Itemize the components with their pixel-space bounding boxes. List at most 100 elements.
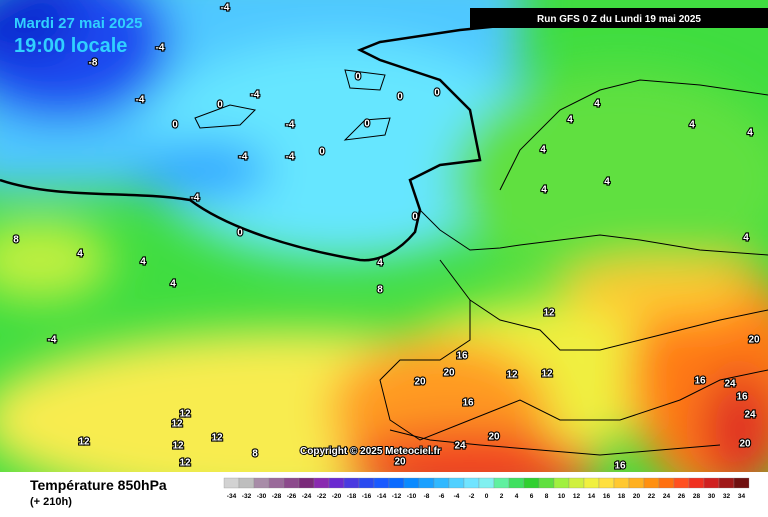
run-banner <box>470 8 768 28</box>
legend-swatch <box>718 477 735 489</box>
contour-label: 4 <box>77 249 83 260</box>
legend-label: 26 <box>678 493 686 500</box>
contour-label: 4 <box>689 120 695 131</box>
contour-label: -4 <box>251 90 260 101</box>
valid-date: Mardi 27 mai 2025 <box>14 15 142 32</box>
legend-swatch <box>283 477 300 489</box>
legend-swatch <box>523 477 540 489</box>
legend-swatch <box>253 477 270 489</box>
legend-label: -4 <box>454 493 460 500</box>
legend-label: -20 <box>332 493 342 500</box>
legend-label: 4 <box>515 493 519 500</box>
legend-label: 34 <box>738 493 746 500</box>
contour-label: 4 <box>140 257 146 268</box>
contour-label: 16 <box>462 398 474 409</box>
contour-label: 20 <box>414 377 426 388</box>
contour-label: 0 <box>412 212 418 223</box>
legend-swatch <box>358 477 375 489</box>
legend-label: -24 <box>302 493 312 500</box>
contour-label: 8 <box>13 235 19 246</box>
contour-label: 0 <box>172 120 178 131</box>
legend-label: 6 <box>530 493 534 500</box>
legend-swatch <box>613 477 630 489</box>
legend-swatch <box>628 477 645 489</box>
contour-label: 12 <box>172 441 184 452</box>
lead-time: (+ 210h) <box>30 496 72 508</box>
legend-label: 10 <box>558 493 566 500</box>
legend-label: 30 <box>708 493 716 500</box>
legend-swatch <box>418 477 435 489</box>
contour-label: 4 <box>743 233 749 244</box>
legend-swatch <box>658 477 675 489</box>
contour-label: 4 <box>567 115 573 126</box>
legend-label: -6 <box>439 493 445 500</box>
contour-label: 24 <box>744 410 756 421</box>
contour-label: 12 <box>211 433 223 444</box>
legend-label: 12 <box>573 493 581 500</box>
legend-label: -14 <box>377 493 387 500</box>
legend-swatch <box>448 477 465 489</box>
contour-label: 20 <box>443 368 455 379</box>
legend-swatch <box>733 477 750 489</box>
contour-label: 12 <box>543 308 555 319</box>
legend-label: 14 <box>588 493 596 500</box>
contour-label: 12 <box>541 369 553 380</box>
legend-swatch <box>673 477 690 489</box>
legend-swatch <box>373 477 390 489</box>
legend-label: 22 <box>648 493 656 500</box>
legend-label: -28 <box>272 493 282 500</box>
contour-label: 24 <box>724 379 736 390</box>
contour-label: 12 <box>179 409 191 420</box>
contour-label: 4 <box>541 185 547 196</box>
legend-swatch <box>343 477 360 489</box>
contour-label: -4 <box>221 3 230 14</box>
contour-label: 20 <box>488 432 500 443</box>
contour-label: 12 <box>506 370 518 381</box>
legend-swatch <box>703 477 720 489</box>
contour-label: 20 <box>739 439 751 450</box>
legend-label: -22 <box>317 493 327 500</box>
legend-swatch <box>688 477 705 489</box>
contour-label: 12 <box>171 419 183 430</box>
contour-label: 0 <box>237 228 243 239</box>
contour-label: 8 <box>377 285 383 296</box>
legend-swatch <box>493 477 510 489</box>
legend-label: -18 <box>347 493 357 500</box>
legend-label: -32 <box>242 493 252 500</box>
field-title: Température 850hPa <box>30 477 167 493</box>
contour-label: 0 <box>217 100 223 111</box>
contour-label: 16 <box>456 351 468 362</box>
legend-swatch <box>583 477 600 489</box>
legend-label: 24 <box>663 493 671 500</box>
legend-swatch <box>298 477 315 489</box>
contour-label: 4 <box>540 145 546 156</box>
legend-swatch <box>598 477 615 489</box>
legend-label: -30 <box>257 493 267 500</box>
copyright: Copyright © 2025 Meteociel.fr <box>300 446 441 457</box>
legend-label: 28 <box>693 493 701 500</box>
contour-label: 20 <box>748 335 760 346</box>
contour-label: 24 <box>454 441 466 452</box>
contour-label: 0 <box>434 88 440 99</box>
legend-label: -10 <box>407 493 417 500</box>
legend-label: -34 <box>227 493 237 500</box>
legend-swatch <box>328 477 345 489</box>
legend-swatch <box>643 477 660 489</box>
legend-label: -26 <box>287 493 297 500</box>
legend-swatch <box>553 477 570 489</box>
legend-swatch <box>268 477 285 489</box>
contour-label: 0 <box>355 72 361 83</box>
contour-label: 8 <box>252 449 258 460</box>
legend-swatch <box>478 477 495 489</box>
contour-label: 4 <box>377 258 383 269</box>
legend-label: 8 <box>545 493 549 500</box>
legend-label: -8 <box>424 493 430 500</box>
contour-label: 12 <box>179 458 191 469</box>
legend-label: 16 <box>603 493 611 500</box>
legend-swatch <box>388 477 405 489</box>
contour-label: -4 <box>48 335 57 346</box>
valid-time: 19:00 locale <box>14 35 127 57</box>
contour-label: -8 <box>89 58 98 69</box>
legend-label: 18 <box>618 493 626 500</box>
